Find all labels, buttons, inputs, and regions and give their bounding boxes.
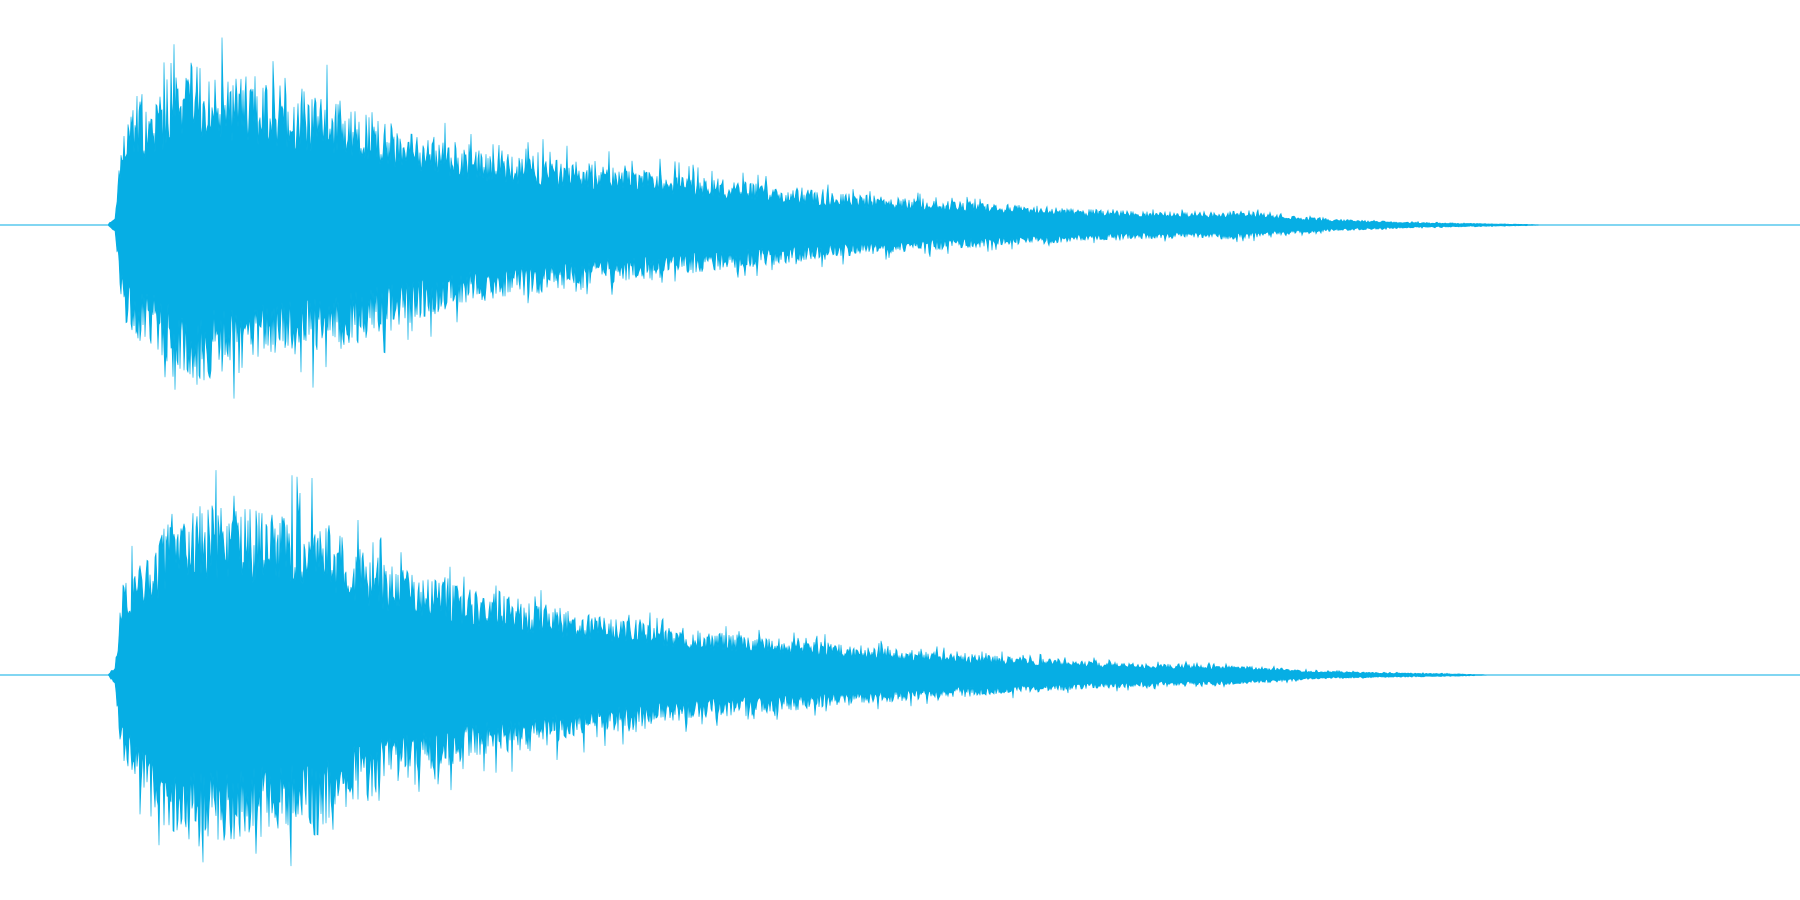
channel-1-waveform (0, 37, 1800, 399)
channel-1-amplitude (0, 37, 1800, 399)
channel-2-waveform (0, 470, 1800, 867)
channel-2-amplitude (0, 470, 1800, 867)
